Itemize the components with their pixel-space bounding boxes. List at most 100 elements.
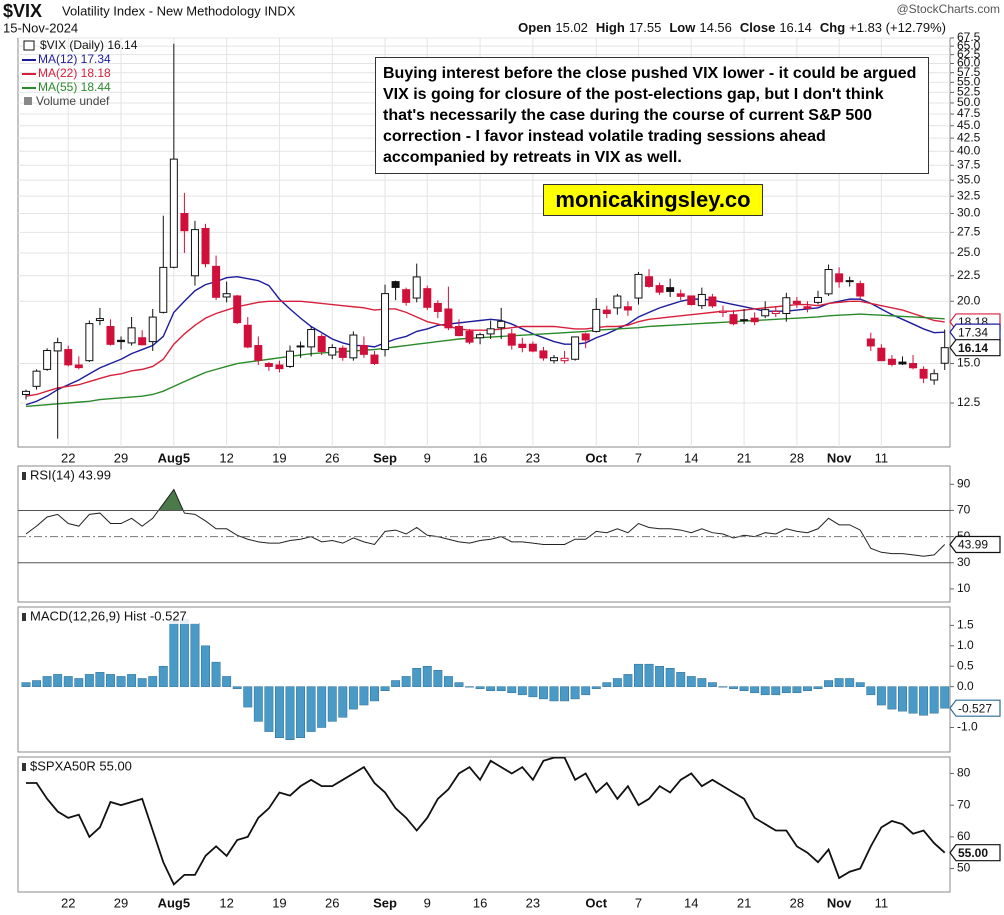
bar bbox=[274, 686, 284, 738]
panel-title-bg bbox=[19, 759, 199, 774]
bar bbox=[232, 686, 242, 689]
line bbox=[26, 757, 946, 886]
candle-body bbox=[708, 296, 717, 307]
bar bbox=[781, 686, 791, 694]
candle-body bbox=[486, 328, 495, 335]
y-tick-label: 70 bbox=[957, 797, 971, 811]
legend-entry: MA(55) 18.44 bbox=[38, 80, 111, 94]
quote-value: +1.83 (+12.79%) bbox=[849, 20, 946, 35]
x-tick-label: 12 bbox=[219, 895, 233, 910]
bar bbox=[771, 686, 781, 696]
quote-label: Low bbox=[669, 20, 696, 35]
bar bbox=[560, 686, 570, 702]
bar bbox=[824, 680, 834, 687]
x-tick-label: 22 bbox=[61, 895, 75, 910]
panel-title-bg bbox=[19, 468, 199, 483]
candle-body bbox=[550, 357, 558, 362]
candle-body bbox=[106, 325, 115, 345]
bar bbox=[718, 686, 728, 688]
candle-body bbox=[53, 342, 62, 352]
candle-body bbox=[940, 347, 949, 364]
bar bbox=[296, 686, 306, 738]
panel-title-icon bbox=[22, 472, 26, 480]
y-tick-label: 30 bbox=[957, 555, 971, 569]
bar bbox=[802, 686, 812, 691]
y-tick-label: 50 bbox=[957, 861, 971, 875]
x-tick-label: 28 bbox=[790, 895, 804, 910]
candle-body bbox=[771, 310, 780, 315]
bar bbox=[876, 686, 886, 706]
value-flag bbox=[949, 323, 1001, 341]
bar bbox=[253, 686, 263, 722]
x-tick-label: 19 bbox=[272, 450, 286, 465]
candle-body bbox=[370, 354, 379, 365]
y-tick-label: 45.0 bbox=[957, 118, 981, 132]
bar bbox=[496, 686, 506, 691]
value-flag-label: 55.00 bbox=[958, 846, 988, 860]
candle-body bbox=[423, 288, 432, 308]
bar bbox=[327, 686, 337, 722]
candle-body bbox=[497, 320, 506, 329]
candle-body bbox=[95, 318, 104, 321]
candle-body bbox=[212, 265, 221, 298]
y-tick-label: 62.5 bbox=[957, 47, 981, 61]
panel bbox=[17, 606, 951, 753]
panel bbox=[17, 465, 951, 603]
y-tick-label: 60.0 bbox=[957, 56, 981, 70]
bar bbox=[655, 665, 665, 687]
x-tick-label: 19 bbox=[272, 895, 286, 910]
candle-body bbox=[412, 276, 421, 299]
bar bbox=[370, 686, 379, 702]
bar bbox=[84, 674, 94, 687]
bar bbox=[665, 668, 675, 687]
quote-label: Close bbox=[740, 20, 775, 35]
candle-body bbox=[286, 350, 294, 367]
bar bbox=[549, 686, 559, 702]
candle-body bbox=[687, 295, 696, 306]
candle-body bbox=[518, 343, 527, 349]
candle-body bbox=[613, 295, 622, 309]
y-tick-label: 90 bbox=[957, 476, 971, 490]
candle-body bbox=[592, 308, 601, 332]
candle-body bbox=[792, 300, 801, 304]
chart-title: $VIX bbox=[3, 1, 42, 21]
candle-body bbox=[528, 343, 537, 352]
bar bbox=[634, 663, 643, 687]
y-tick-label: 32.5 bbox=[957, 188, 981, 202]
candle-body bbox=[391, 281, 400, 288]
candle-body bbox=[697, 293, 706, 307]
bar bbox=[211, 661, 221, 687]
bar bbox=[443, 676, 453, 687]
candle-body bbox=[887, 358, 896, 365]
plot-area bbox=[26, 757, 946, 886]
candle-body bbox=[919, 368, 928, 379]
candle-body bbox=[856, 283, 865, 297]
bar bbox=[433, 670, 443, 687]
candle-body bbox=[328, 347, 337, 356]
value-flag-label: 17.34 bbox=[958, 325, 988, 339]
plot-area bbox=[21, 619, 950, 740]
candle-body bbox=[169, 158, 178, 268]
moving-average bbox=[25, 300, 945, 397]
y-tick-label: 10 bbox=[957, 581, 971, 595]
bar bbox=[591, 686, 601, 689]
candle-body bbox=[338, 347, 347, 358]
candle-body bbox=[465, 330, 474, 343]
candle-body bbox=[634, 273, 643, 299]
bar bbox=[243, 686, 253, 708]
bar bbox=[697, 678, 707, 687]
y-tick-label: 52.5 bbox=[957, 85, 981, 99]
bar bbox=[729, 686, 738, 689]
panel-title-icon bbox=[22, 613, 26, 621]
candle-body bbox=[117, 339, 126, 343]
candle-body bbox=[381, 293, 390, 351]
candle-body bbox=[233, 295, 242, 324]
x-tick-label: 29 bbox=[114, 450, 128, 465]
candle-body bbox=[22, 390, 30, 396]
quote-value: 15.02 bbox=[555, 20, 588, 35]
candle-body bbox=[254, 345, 263, 361]
candle-body bbox=[602, 309, 611, 315]
candle-body bbox=[803, 306, 812, 310]
bar bbox=[845, 678, 855, 687]
candle-body bbox=[243, 324, 252, 348]
